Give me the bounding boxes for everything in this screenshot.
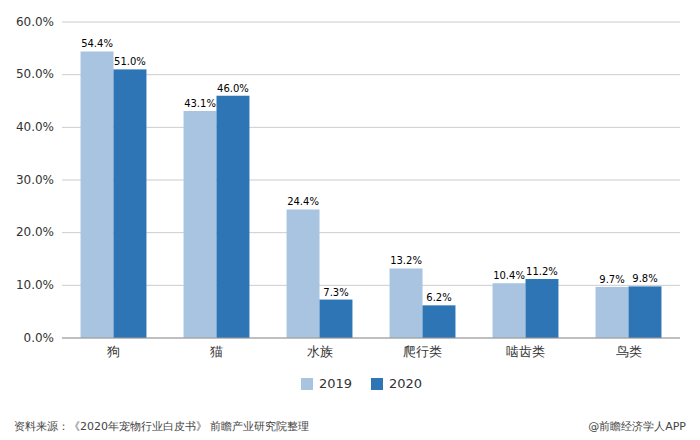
bar (423, 305, 456, 338)
data-label: 9.7% (599, 274, 624, 285)
grid-line (62, 338, 680, 339)
x-tick-label: 水族 (307, 344, 333, 359)
grid-line (62, 22, 680, 23)
bar (81, 51, 114, 338)
data-label: 51.0% (114, 56, 146, 67)
legend-label: 2020 (389, 376, 422, 391)
y-axis: 0.0% 10.0% 20.0% 30.0% 40.0% 50.0% 60.0% (16, 15, 54, 345)
chart: 0.0% 10.0% 20.0% 30.0% 40.0% 50.0% 60.0% 54.4% 4… (0, 0, 700, 440)
y-tick-label: 10.0% (16, 278, 54, 292)
bar (217, 96, 250, 338)
x-axis-line (62, 338, 680, 339)
grid-line (62, 74, 680, 75)
y-tick-label: 30.0% (16, 173, 54, 187)
bar (287, 209, 320, 338)
x-tick-label: 爬行类 (403, 344, 442, 359)
data-label: 6.2% (426, 292, 451, 303)
bar (114, 69, 147, 338)
bar (596, 287, 629, 338)
bars (81, 51, 662, 338)
data-label: 11.2% (526, 266, 558, 277)
legend-swatch (301, 378, 313, 390)
legend-swatch (371, 378, 383, 390)
x-tick-label: 狗 (107, 344, 120, 359)
data-label: 9.8% (632, 273, 657, 284)
data-labels: 54.4% 43.1% 24.4% 13.2% 10.4% 9.7% 51.0% 46.0% 7… (81, 38, 658, 303)
y-tick-label: 50.0% (16, 67, 54, 81)
legend: 2019 2020 (301, 376, 422, 391)
bar (526, 279, 559, 338)
footer: 资料来源：《2020年宠物行业白皮书》 前瞻产业研究院整理 @前瞻经济学人APP (14, 420, 686, 433)
data-label: 54.4% (81, 38, 113, 49)
grid-line (62, 180, 680, 181)
bar (629, 286, 662, 338)
y-tick-label: 0.0% (24, 331, 55, 345)
y-tick-label: 60.0% (16, 15, 54, 29)
footer-note: 资料来源：《2020年宠物行业白皮书》 前瞻产业研究院整理 (14, 420, 310, 433)
x-axis: 狗 猫 水族 爬行类 啮齿类 鸟类 (62, 338, 680, 359)
grid-line (62, 285, 680, 286)
legend-label: 2019 (319, 376, 352, 391)
x-tick-label: 猫 (210, 344, 223, 359)
bar (184, 111, 217, 338)
data-label: 10.4% (493, 270, 525, 281)
bar (320, 300, 353, 338)
grid (62, 22, 680, 338)
data-label: 46.0% (217, 83, 249, 94)
bar (493, 283, 526, 338)
data-label: 13.2% (390, 255, 422, 266)
bar (390, 268, 423, 338)
data-label: 24.4% (287, 196, 319, 207)
footer-note: @前瞻经济学人APP (588, 420, 686, 433)
grid-line (62, 232, 680, 233)
grid-line (62, 127, 680, 128)
x-tick-label: 鸟类 (616, 344, 642, 359)
y-tick-label: 20.0% (16, 225, 54, 239)
data-label: 43.1% (184, 98, 216, 109)
y-tick-label: 40.0% (16, 120, 54, 134)
data-label: 7.3% (323, 287, 348, 298)
x-tick-label: 啮齿类 (506, 344, 545, 359)
